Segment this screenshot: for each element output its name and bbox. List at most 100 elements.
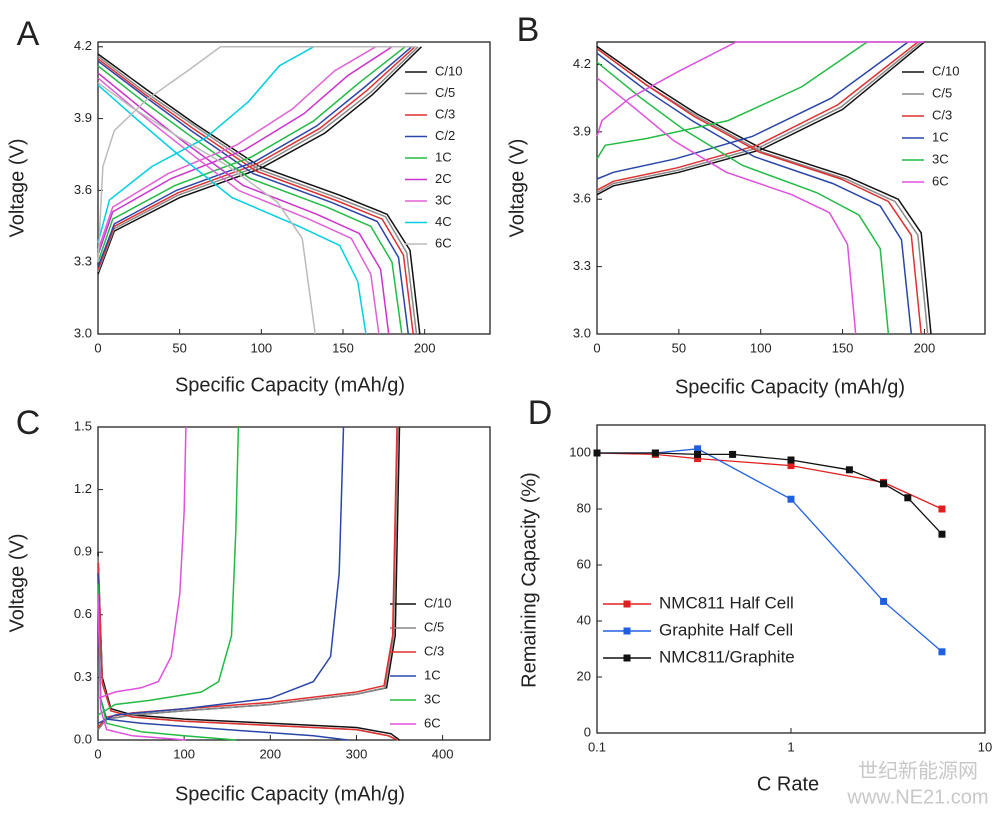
y-tick-label: 20 [577,668,591,683]
legend-label: NMC811/Graphite [659,647,795,666]
panel-letter: A [17,15,40,53]
marker [938,505,946,513]
y-tick-label: 0.6 [74,606,92,621]
x-tick-label: 100 [173,746,195,761]
plot-frame [97,41,491,335]
x-axis-label: Specific Capacity (mAh/g) [175,374,405,396]
panel: B Specific Capacity (mAh/g) Voltage (V) 0 50… [506,11,986,398]
marker [651,449,659,457]
x-tick-label: 0 [593,340,600,355]
y-tick-label: 1.5 [74,418,92,433]
legend-label: 6C [932,173,949,188]
series-line [97,426,187,741]
legend-marker [623,600,631,608]
panel-letter: B [517,11,540,49]
legend-marker [623,654,631,662]
x-tick-label: 100 [750,340,772,355]
legend-label: NMC811 Half Cell [659,593,794,612]
x-tick-label: 0 [94,746,101,761]
series-line [596,41,890,335]
x-tick-label: 200 [914,340,936,355]
legend-label: 1C [424,667,441,682]
y-tick-label: 60 [577,556,591,571]
series-line [97,46,413,335]
x-tick-label: 200 [414,340,436,355]
marker [787,495,795,503]
legend-label: 4C [435,214,452,229]
x-tick-label: 10 [978,739,992,754]
legend-label: C/10 [932,63,959,78]
y-tick-label: 1.2 [74,481,92,496]
marker [938,530,946,538]
legend-label: C/5 [435,85,455,100]
x-tick-label: 200 [259,746,281,761]
x-axis-label: Specific Capacity (mAh/g) [675,376,905,398]
x-axis-label: C Rate [757,773,819,795]
legend-label: 6C [435,235,452,250]
watermark: www.NE21.com [846,786,988,808]
y-tick-label: 4.2 [74,38,92,53]
legend-label: C/2 [435,128,455,143]
marker [694,455,702,463]
y-tick-label: 40 [577,612,591,627]
x-tick-label: 0.1 [588,739,606,754]
panel-letter: C [16,404,41,442]
panel: C Specific Capacity (mAh/g) Voltage (V) 0 10… [6,404,491,805]
marker [694,450,702,458]
legend-label: 3C [424,691,441,706]
series-line [97,426,240,741]
marker [787,456,795,464]
x-tick-label: 50 [672,340,686,355]
legend-label: 3C [435,192,452,207]
legend-label: C/10 [424,595,451,610]
marker [694,445,702,453]
watermark: 世纪新能源网 [858,759,978,782]
marker [880,597,888,605]
y-tick-label: 3.0 [573,325,591,340]
panel: A Specific Capacity (mAh/g) Voltage (V) 0 50… [6,15,491,396]
y-tick-label: 0 [584,724,591,739]
series-line [97,426,348,741]
legend-label: C/10 [435,63,462,78]
marker [593,449,601,457]
legend-label: C/5 [932,85,952,100]
x-tick-label: 150 [332,340,354,355]
y-tick-label: 80 [577,500,591,515]
y-tick-label: 3.3 [74,254,92,269]
legend-label: C/3 [932,107,952,122]
series-line [597,452,943,535]
legend-label: C/3 [435,106,455,121]
series-line [596,41,925,335]
marker [787,462,795,470]
marker [729,450,737,458]
x-tick-label: 1 [787,739,794,754]
series-line [596,41,932,335]
y-tick-label: 3.6 [74,182,92,197]
y-axis-label: Voltage (V) [6,139,28,238]
y-tick-label: 100 [569,444,591,459]
legend-label: C/3 [424,643,444,658]
legend-label: 1C [435,149,452,164]
x-tick-label: 300 [346,746,368,761]
y-tick-label: 0.9 [74,544,92,559]
marker [880,480,888,488]
panel-letter: D [528,394,553,432]
series-line [97,46,416,335]
series-line [97,426,398,741]
x-tick-label: 150 [832,340,854,355]
series-line [97,46,393,335]
x-tick-label: 100 [250,340,272,355]
series-line [596,41,922,335]
y-axis-label: Remaining Capacity (%) [518,472,540,688]
legend-label: Graphite Half Cell [659,620,793,639]
y-tick-label: 3.3 [573,258,591,273]
series-line [97,46,419,335]
series-line [97,46,406,335]
marker [845,466,853,474]
legend-marker [623,627,631,635]
plot-frame [596,424,986,734]
y-tick-label: 3.6 [573,191,591,206]
legend-label: 1C [932,129,949,144]
